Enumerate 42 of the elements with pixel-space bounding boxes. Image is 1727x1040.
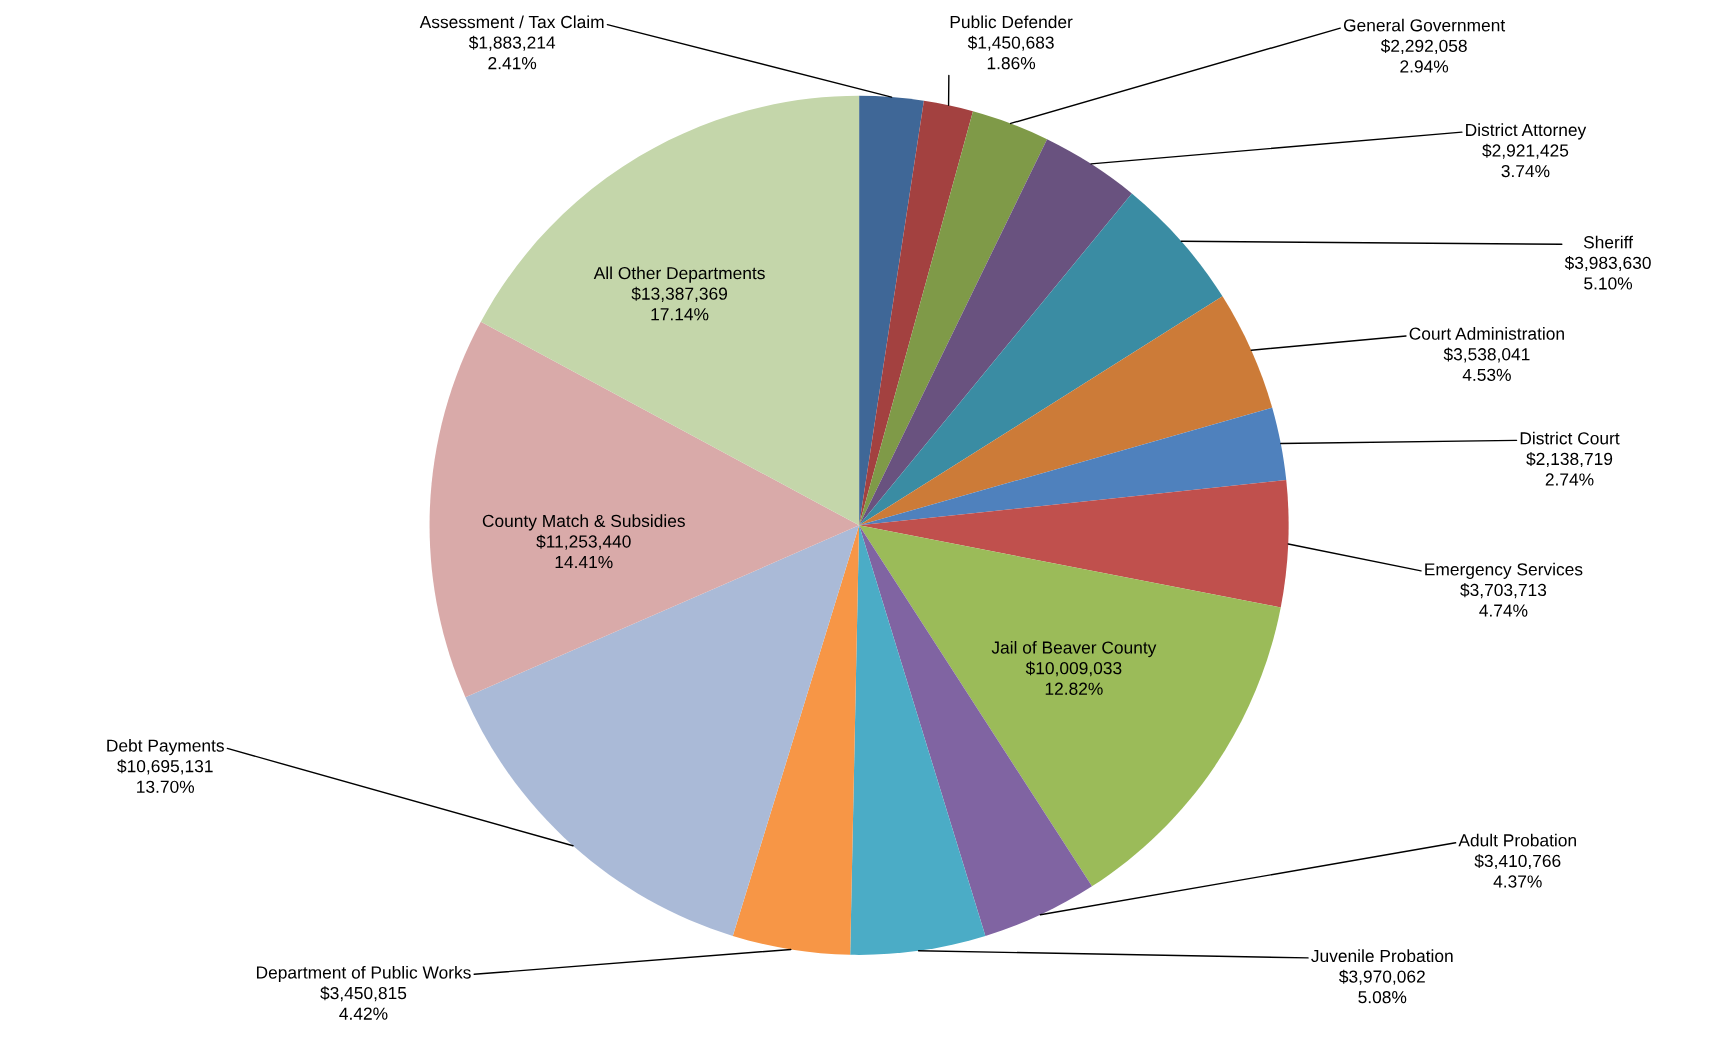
slice-label: Sheriff [1583,235,1634,249]
pie-slice [859,525,1281,887]
data-label: $11,253,440 14.41% [536,534,631,569]
slice-label: District Attorney [1466,123,1587,140]
slice-label: Juvenile Probation [1311,949,1453,963]
slice-label: Emergency Services [1425,562,1583,579]
slice-label: Assessment / Tax Claim [419,15,604,29]
data-label: $10,009,033 12.82% [1025,661,1122,695]
pie-slice [429,321,860,698]
slice-label: Adult Probation [1458,833,1576,847]
data-label: $2,138,719 2.74% [1526,452,1613,486]
data-label: $2,921,425 3.74% [1482,143,1569,178]
pie-slice [859,95,924,526]
slice-label: All Other Departments [593,266,765,283]
pie-slice [850,525,986,955]
data-label: $3,983,630 5.10% [1564,255,1651,290]
slice-label: Jail of Beaver County [991,640,1157,658]
slice-label: General Government [1343,18,1506,32]
data-label: $10,695,131 13.70% [117,759,213,793]
slice-label: County Match & Subsidies [482,514,685,531]
slice-label: Public Defender [950,15,1073,29]
pie-slice [859,139,1132,526]
pie-slice [859,193,1223,526]
pie-slice [859,111,1048,526]
data-label: $2,292,058 2.94% [1380,39,1467,73]
data-label: $3,410,766 4.37% [1474,854,1561,888]
data-label: $13,387,369 17.14% [631,286,728,321]
slice-label: Department of Public Works [256,965,471,983]
slice-label: Debt Payments [107,739,224,756]
data-label: $3,703,713 4.74% [1460,583,1547,617]
slice-label: District Court [1520,431,1620,445]
data-label: $1,450,683 1.86% [967,35,1054,70]
data-label: $3,450,815 4.42% [320,986,407,1020]
data-label: $3,970,062 5.08% [1339,969,1425,1004]
data-label: $1,883,214 2.41% [468,35,556,70]
pie-slice [859,407,1287,526]
pie-slice [732,525,860,955]
slice-label: Court Administration [1409,327,1564,340]
pie-slice [859,100,973,526]
pie-slice [859,480,1289,608]
data-label: $3,538,041 4.53% [1443,347,1530,381]
pie-slice [859,296,1273,526]
